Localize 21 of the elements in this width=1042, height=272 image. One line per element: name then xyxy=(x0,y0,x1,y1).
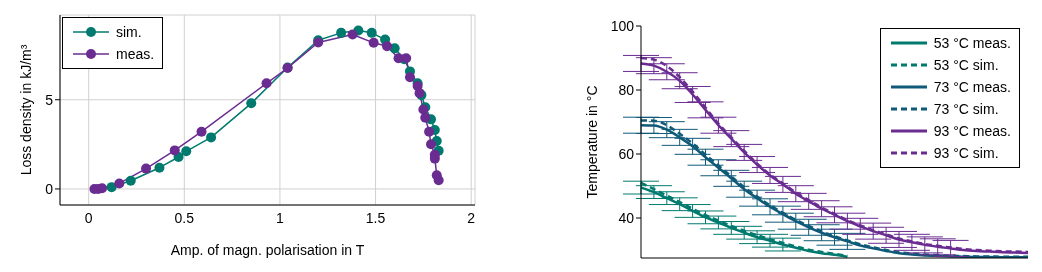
legend-label: 93 °C sim. xyxy=(933,145,999,161)
x-tick-label: 0 xyxy=(84,209,93,226)
legend-label: 53 °C meas. xyxy=(933,35,1011,51)
x-tick-label: 1 xyxy=(276,209,285,226)
x-tick-label: 1.5 xyxy=(365,209,386,226)
y-axis-title: Temperature in °C xyxy=(583,85,600,199)
legend-label: 73 °C meas. xyxy=(933,79,1011,95)
y-tick-label: 60 xyxy=(618,145,635,162)
y-tick-label: 80 xyxy=(618,81,635,98)
y-tick-label: 100 xyxy=(610,17,635,34)
y-axis-title: Loss density in kJ/m³ xyxy=(17,44,34,176)
legend-label: 53 °C sim. xyxy=(933,57,999,73)
y-tick-label: 40 xyxy=(618,209,635,226)
legend-label: 73 °C sim. xyxy=(933,101,999,117)
legend-label: meas. xyxy=(116,46,155,62)
legend-label: 93 °C meas. xyxy=(933,123,1011,139)
x-tick-label: 2 xyxy=(467,209,476,226)
legend-label: sim. xyxy=(116,24,142,40)
x-tick-label: 0.5 xyxy=(174,209,195,226)
x-axis-title: Amp. of magn. polarisation in T xyxy=(170,242,365,258)
y-tick-label: 5 xyxy=(45,91,54,108)
